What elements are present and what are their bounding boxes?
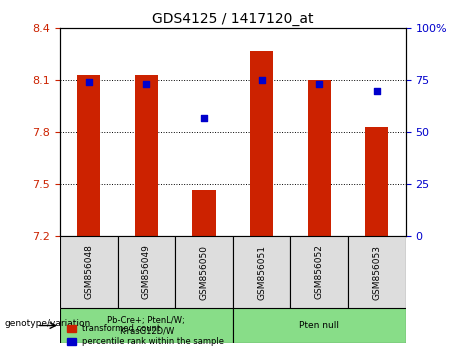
- Text: GSM856048: GSM856048: [84, 245, 93, 299]
- Legend: transformed count, percentile rank within the sample: transformed count, percentile rank withi…: [64, 321, 228, 350]
- Text: Pten null: Pten null: [299, 321, 339, 330]
- Text: GSM856051: GSM856051: [257, 245, 266, 299]
- Text: GSM856049: GSM856049: [142, 245, 151, 299]
- Text: GSM856050: GSM856050: [200, 245, 208, 299]
- FancyBboxPatch shape: [60, 236, 118, 308]
- Point: [200, 115, 207, 121]
- FancyBboxPatch shape: [118, 236, 175, 308]
- Bar: [193, 189, 216, 236]
- Bar: [77, 75, 100, 236]
- FancyBboxPatch shape: [175, 236, 233, 308]
- Bar: [308, 80, 331, 236]
- FancyBboxPatch shape: [290, 236, 348, 308]
- Point: [315, 82, 323, 87]
- Text: GSM856053: GSM856053: [372, 245, 381, 299]
- Bar: [135, 75, 158, 236]
- Text: genotype/variation: genotype/variation: [5, 319, 91, 329]
- Text: Pb-Cre+; PtenL/W;
K-rasG12D/W: Pb-Cre+; PtenL/W; K-rasG12D/W: [107, 316, 185, 335]
- Point: [85, 80, 92, 85]
- Point: [142, 82, 150, 87]
- FancyBboxPatch shape: [233, 236, 290, 308]
- Text: GSM856052: GSM856052: [315, 245, 324, 299]
- Point: [373, 88, 381, 93]
- FancyBboxPatch shape: [348, 236, 406, 308]
- Bar: [365, 127, 388, 236]
- FancyBboxPatch shape: [233, 308, 406, 343]
- FancyBboxPatch shape: [60, 308, 233, 343]
- Title: GDS4125 / 1417120_at: GDS4125 / 1417120_at: [152, 12, 313, 26]
- Bar: [250, 51, 273, 236]
- Point: [258, 78, 266, 83]
